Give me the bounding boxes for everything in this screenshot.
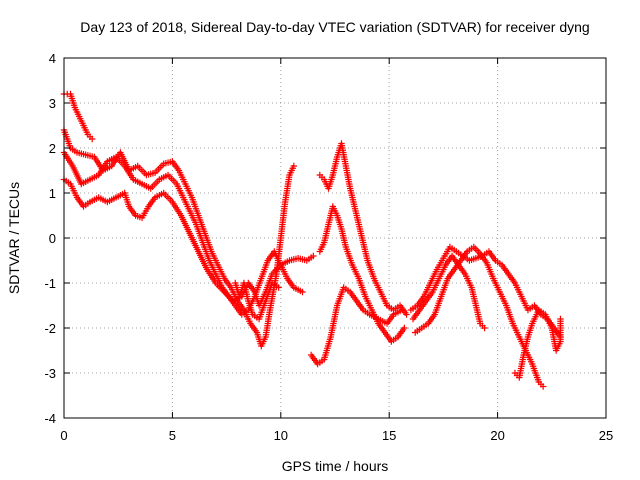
series-track-k <box>511 306 564 381</box>
y-tick-label: 4 <box>49 51 56 66</box>
x-tick-label: 0 <box>60 428 67 443</box>
data-layer <box>60 90 564 390</box>
x-tick-label: 25 <box>599 428 613 443</box>
y-tick-label: 1 <box>49 186 56 201</box>
series-track-j <box>412 243 547 390</box>
data-point-marker <box>299 288 306 296</box>
series-track-c <box>60 149 306 318</box>
tick-layer: 0 5 10 15 20 25 -4 -3 -2 -1 0 1 2 3 4 <box>44 51 613 443</box>
data-point-marker <box>557 315 564 323</box>
y-axis-label: SDTVAR / TECUs <box>6 182 22 294</box>
data-point-marker <box>401 324 408 332</box>
y-tick-label: 2 <box>49 141 56 156</box>
y-tick-label: -3 <box>44 366 56 381</box>
series-track-l <box>232 279 282 323</box>
series-track-h <box>409 252 488 332</box>
data-point-marker <box>481 324 488 332</box>
x-tick-label: 5 <box>169 428 176 443</box>
y-tick-label: 0 <box>49 231 56 246</box>
series-track-g <box>316 140 410 318</box>
y-tick-label: 3 <box>49 96 56 111</box>
data-point-marker <box>403 311 410 318</box>
data-point-marker <box>275 284 282 291</box>
data-point-marker <box>310 252 317 260</box>
x-axis-label: GPS time / hours <box>282 458 389 474</box>
x-tick-label: 15 <box>382 428 396 443</box>
data-point-marker <box>88 135 96 143</box>
grid-layer <box>64 58 606 418</box>
data-point-marker <box>290 162 298 170</box>
chart-title: Day 123 of 2018, Sidereal Day-to-day VTE… <box>80 19 589 35</box>
data-point-marker <box>539 383 547 390</box>
x-tick-label: 20 <box>490 428 504 443</box>
y-tick-label: -4 <box>44 411 56 426</box>
y-tick-label: -2 <box>44 321 56 336</box>
series-track-e <box>307 284 406 368</box>
series-track-f <box>316 203 408 345</box>
x-tick-label: 10 <box>274 428 288 443</box>
y-tick-label: -1 <box>44 276 56 291</box>
